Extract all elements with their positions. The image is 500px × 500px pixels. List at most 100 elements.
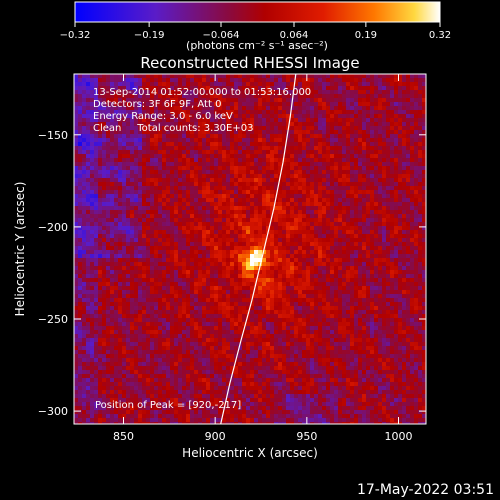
heatmap-cell [142, 154, 147, 159]
heatmap-cell [174, 206, 179, 211]
heatmap-cell [166, 278, 171, 283]
heatmap-cell [106, 210, 111, 215]
heatmap-cell [378, 130, 383, 135]
heatmap-cell [114, 178, 119, 183]
heatmap-cell [370, 170, 375, 175]
heatmap-cell [402, 98, 407, 103]
heatmap-cell [286, 182, 291, 187]
heatmap-cell [330, 130, 335, 135]
chart-title: Reconstructed RHESSI Image [140, 54, 359, 72]
heatmap-cell [422, 170, 426, 175]
heatmap-cell [198, 142, 203, 147]
heatmap-cell [234, 294, 239, 299]
heatmap-cell [394, 178, 399, 183]
heatmap-cell [386, 226, 391, 231]
heatmap-cell [86, 94, 91, 99]
heatmap-cell [198, 158, 203, 163]
heatmap-cell [198, 262, 203, 267]
heatmap-cell [146, 258, 151, 263]
heatmap-cell [214, 262, 219, 267]
heatmap-cell [394, 222, 399, 227]
heatmap-cell [374, 270, 379, 275]
heatmap-cell [386, 154, 391, 159]
heatmap-cell [362, 266, 367, 271]
heatmap-cell [354, 286, 359, 291]
heatmap-cell [174, 122, 179, 127]
heatmap-cell [422, 78, 426, 83]
heatmap-cell [238, 74, 243, 79]
heatmap-cell [310, 186, 315, 191]
heatmap-cell [94, 130, 99, 135]
heatmap-cell [410, 110, 415, 115]
heatmap-cell [214, 158, 219, 163]
heatmap-cell [318, 130, 323, 135]
heatmap-cell [398, 110, 403, 115]
heatmap-cell [174, 274, 179, 279]
heatmap-cell [258, 102, 263, 107]
heatmap-cell [174, 162, 179, 167]
heatmap-cell [162, 238, 167, 243]
heatmap-cell [114, 90, 119, 95]
heatmap-cell [306, 154, 311, 159]
heatmap-cell [158, 158, 163, 163]
heatmap-cell [170, 174, 175, 179]
heatmap-cell [402, 142, 407, 147]
heatmap-cell [426, 266, 430, 270]
heatmap-cell [126, 126, 131, 131]
heatmap-cell [302, 274, 307, 279]
heatmap-cell [82, 246, 87, 251]
heatmap-cell [162, 222, 167, 227]
heatmap-cell [86, 98, 91, 103]
heatmap-cell [162, 242, 167, 247]
heatmap-cell [262, 282, 267, 287]
heatmap-cell [270, 110, 275, 115]
heatmap-cell [110, 254, 115, 259]
heatmap-cell [238, 194, 243, 199]
heatmap-cell [406, 94, 411, 99]
heatmap-cell [382, 294, 387, 299]
heatmap-cell [354, 170, 359, 175]
heatmap-cell [406, 98, 411, 103]
heatmap-cell [170, 106, 175, 111]
heatmap-cell [130, 130, 135, 135]
heatmap-cell [130, 162, 135, 167]
heatmap-cell [138, 110, 143, 115]
heatmap-cell [350, 98, 355, 103]
heatmap-cell [78, 206, 83, 211]
heatmap-cell [378, 74, 383, 79]
heatmap-cell [78, 198, 83, 203]
heatmap-cell [218, 282, 223, 287]
heatmap-cell [118, 250, 123, 255]
heatmap-cell [74, 174, 79, 179]
heatmap-cell [366, 238, 371, 243]
heatmap-cell [170, 294, 175, 299]
heatmap-cell [266, 274, 271, 279]
heatmap-cell [246, 258, 251, 263]
heatmap-cell [414, 150, 419, 155]
heatmap-cell [374, 158, 379, 163]
heatmap-cell [150, 178, 155, 183]
heatmap-cell [390, 138, 395, 143]
heatmap-cell [150, 214, 155, 219]
heatmap-cell [178, 130, 183, 135]
heatmap-cell [338, 234, 343, 239]
heatmap-cell [98, 154, 103, 159]
heatmap-cell [262, 174, 267, 179]
heatmap-cell [206, 166, 211, 171]
heatmap-cell [162, 286, 167, 291]
heatmap-cell [382, 198, 387, 203]
heatmap-cell [74, 122, 79, 127]
heatmap-cell [422, 206, 426, 211]
heatmap-cell [242, 250, 247, 255]
heatmap-cell [366, 182, 371, 187]
heatmap-cell [258, 182, 263, 187]
heatmap-cell [142, 122, 147, 127]
heatmap-cell [222, 118, 227, 123]
heatmap-cell [402, 214, 407, 219]
heatmap-cell [374, 130, 379, 135]
heatmap-cell [378, 102, 383, 107]
heatmap-cell [178, 98, 183, 103]
heatmap-cell [342, 86, 347, 91]
heatmap-cell [170, 138, 175, 143]
heatmap-cell [378, 106, 383, 111]
